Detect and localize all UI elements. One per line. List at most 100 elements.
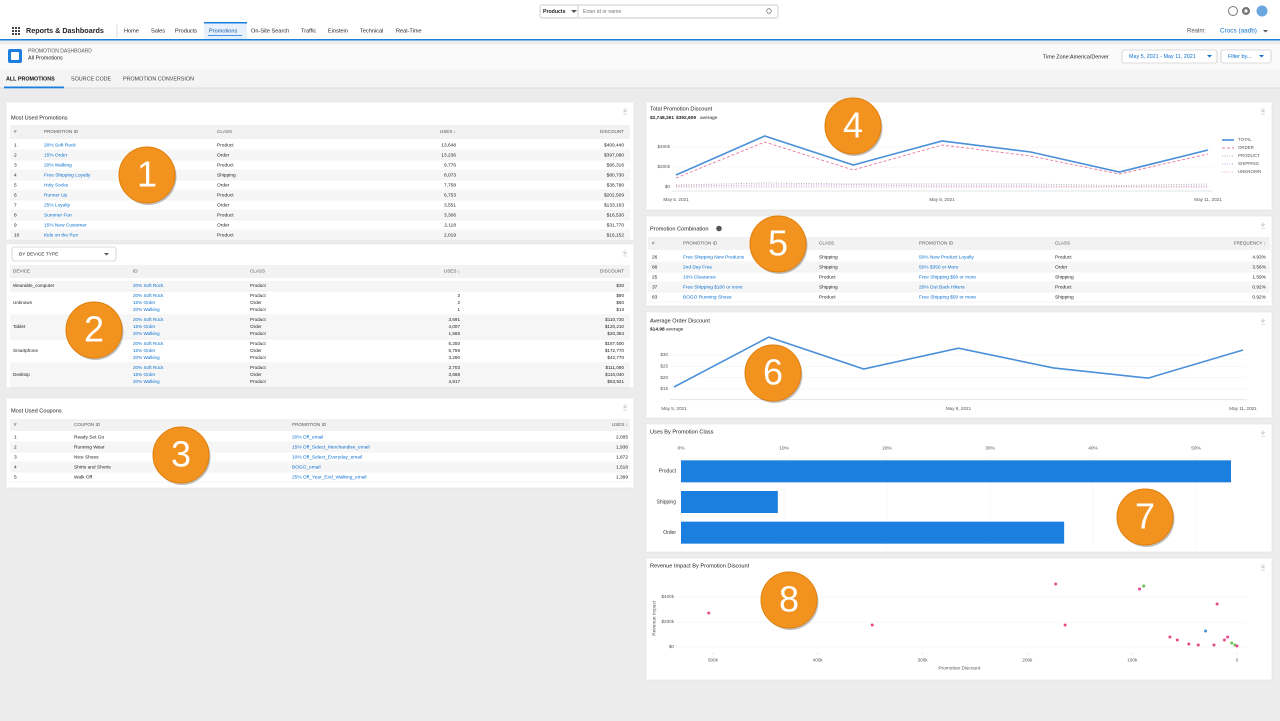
date-range[interactable]: May 5, 2021 - May 11, 2021 [1129,54,1196,60]
promotion-link[interactable]: 20% Walking [133,331,160,336]
table-cell: Product [250,283,267,288]
nav-item[interactable]: Real-Time [396,28,422,34]
promotion-link[interactable]: Free Shipping Loyalty [44,172,91,178]
promotion-link[interactable]: 20% Walking [133,379,160,384]
table-cell: 1.59% [1252,274,1266,280]
x-tick-label: May 11, 2021 [1194,197,1222,202]
nav-item[interactable]: On-Site Search [251,28,289,34]
x-tick-label: 0 [1236,658,1239,663]
nav-item[interactable]: Technical [360,28,383,34]
column-header: DISCOUNT [600,129,624,134]
promotion-link[interactable]: 20% Off_email [292,434,323,440]
date-range-button[interactable] [1121,49,1218,64]
promotion-link[interactable]: Free Shipping New Products [683,254,745,260]
promotion-link[interactable]: Kids on the Run [44,232,78,238]
promotion-link[interactable]: Free Shipping $50 or more [919,274,976,280]
promotion-link[interactable]: Summer Fun [44,212,72,218]
promotion-link[interactable]: 20% Soft Rock [133,317,164,322]
promotion-link[interactable]: 50% New Product Loyalty [919,254,975,260]
promotion-link[interactable]: 10% Off_Select_Everyday_email [292,454,362,460]
tab[interactable]: SOURCE CODE [71,76,112,82]
avatar [1256,5,1268,17]
table-cell: $95,316 [607,162,625,168]
x-tick-label: 20% [882,445,892,451]
filter-button-label[interactable]: Filter by... [1228,54,1251,60]
promotion-link[interactable]: 20% Walking [133,307,160,312]
promotion-link[interactable]: 15% Order [133,372,156,377]
promotion-link[interactable]: 20% Soft Rock [44,142,76,148]
promotion-link[interactable]: Runner Up [44,192,68,198]
caret [104,253,109,256]
table-cell: Product [250,331,267,336]
column-header: DEVICE [13,269,30,274]
table-cell: $110,040 [605,372,624,377]
column-header: USES ↓ [444,269,460,274]
promotion-link[interactable]: 20% Soft Rock [133,283,164,288]
promotion-link[interactable]: 20% Soft Rock [133,365,164,370]
legend-label: SHIPPING [1238,161,1260,166]
promotion-link[interactable]: BOGO_email [292,464,321,470]
nav-item[interactable]: Promotions [209,28,237,34]
nav-item[interactable]: Products [175,28,197,34]
column-header: DISCOUNT [600,269,624,274]
table-cell: 86 [652,264,658,270]
table-cell: 3,306 [444,212,456,218]
nav-item[interactable]: Traffic [301,28,316,34]
tab-active-underline [4,86,64,89]
y-tick-label: $25 [660,364,668,369]
promotion-link[interactable]: 10% Clearance [683,274,716,280]
promotion-link[interactable]: 20% Soft Rock [133,293,164,298]
table-cell: 4,007 [449,324,461,329]
promotion-link[interactable]: Holy Socks [44,182,69,188]
promotion-link[interactable]: 2nd Day Free [683,264,712,270]
tab[interactable]: PROMOTION CONVERSION [123,76,194,82]
promotion-link[interactable]: Free Shipping $100 or more [683,284,743,290]
promotion-link[interactable]: BOGO Running Shoes [683,294,732,300]
promotion-link[interactable]: 15% Order [133,324,156,329]
table-cell: Product [217,162,234,168]
table-cell: 3 [14,454,17,460]
data-line [675,182,1209,186]
search-scope[interactable]: Products [543,9,566,15]
nav-item[interactable]: Sales [151,28,165,34]
realm[interactable]: Crocs (aadb) [1220,28,1257,35]
table-cell: 3,290 [449,355,461,360]
nav-item[interactable]: Einstein [328,28,348,34]
panel [645,557,1273,681]
table-cell: $80,730 [607,172,625,178]
promotion-link[interactable]: Free Shipping $50 or more [919,294,976,300]
promotion-link[interactable]: 25% Loyalty [44,202,71,208]
tab[interactable]: ALL PROMOTIONS [6,76,55,82]
annotation-badge [824,97,882,155]
promotion-link[interactable]: 20% Soft Rock [133,341,164,346]
promotion-link[interactable]: 50% $350 or More [919,264,959,270]
nav-item[interactable]: Home [124,28,139,34]
table-cell: Shipping [819,284,838,290]
chart-title: Uses By Promotion Class [650,429,714,435]
promotion-link[interactable]: 25% Off_Year_End_Walking_email [292,474,367,480]
dropdown-label[interactable]: BY DEVICE TYPE [19,251,58,257]
promotion-link[interactable]: 20% Walking [44,162,72,168]
promotion-link[interactable]: 15% Order [133,348,156,353]
promotion-link[interactable]: 20% Walking [133,355,160,360]
table-cell: 13,648 [441,142,456,148]
column-header: # [14,422,17,427]
y-tick-label: $30 [660,352,668,357]
app-name: Reports & Dashboards [26,26,104,35]
promotion-link[interactable]: 15% Order [133,300,156,305]
filter-button[interactable] [1220,49,1272,64]
x-tick-label: 40% [1088,445,1098,451]
scatter-point [1063,623,1067,627]
promotion-link[interactable]: 15% New Customer [44,222,87,228]
annotation-badge [760,571,818,629]
search-box[interactable] [539,4,779,19]
promotion-link[interactable]: 15% Order [44,152,68,158]
dropdown[interactable] [11,246,117,262]
table-cell: $38,790 [607,182,625,188]
scatter-point [1054,582,1058,586]
promotion-link[interactable]: 20% Out Back Hikers [919,284,965,290]
promotion-link[interactable]: 15% Off_Select_Merchandise_email [292,444,370,450]
search-placeholder[interactable]: Enter id or name [583,9,621,15]
table-cell: 3 [457,293,460,298]
